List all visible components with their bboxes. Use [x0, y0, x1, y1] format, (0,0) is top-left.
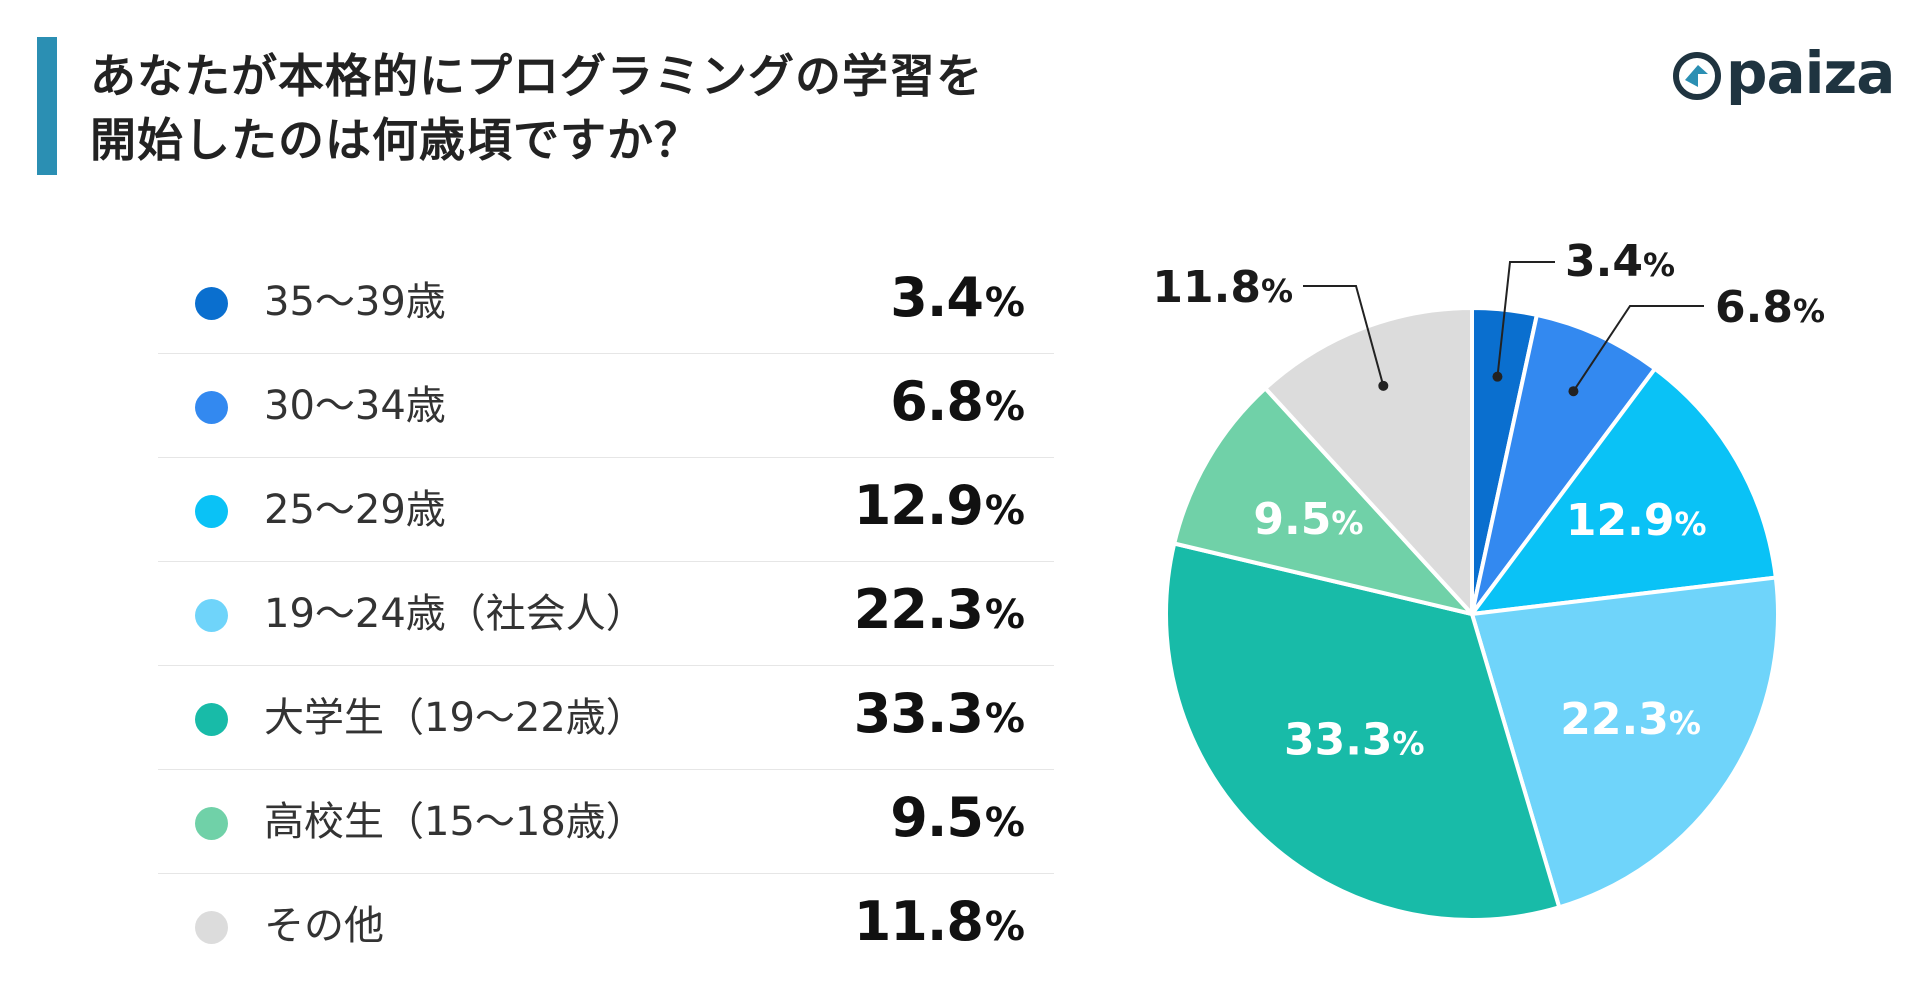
title-accent-bar: [37, 37, 57, 175]
title-line-1: あなたが本格的にプログラミングの学習を: [90, 49, 983, 103]
pie-slice-label-value: 33.3: [1284, 715, 1393, 766]
legend-label: 30～34歳: [264, 383, 446, 429]
pie-slice-label-value: 22.3: [1560, 694, 1669, 745]
pie-slice: [1164, 541, 1562, 923]
legend: 35～39歳 3.4% 30～34歳 6.8% 25～29歳 12.9% 19～24歳（社会…: [158, 250, 1054, 977]
pie-slice-label: 11.8%: [1152, 262, 1293, 313]
leader-line: [1572, 305, 1704, 392]
pie-slice-label-unit: %: [1331, 504, 1363, 542]
pie-slice: [1470, 575, 1780, 910]
pie-slice-label: 12.9%: [1566, 495, 1707, 546]
pie-slice-label-value: 9.5: [1253, 494, 1331, 545]
pie-slices: [1164, 306, 1780, 923]
legend-value-unit: %: [984, 696, 1025, 742]
legend-value: 3.4%: [890, 266, 1025, 335]
pie-slice-label-unit: %: [1669, 704, 1701, 742]
legend-swatch: [195, 287, 228, 320]
title-line-2: 開始したのは何歳頃ですか？: [90, 113, 701, 167]
legend-swatch: [195, 703, 228, 736]
legend-value: 33.3%: [853, 682, 1025, 751]
legend-label: その他: [264, 903, 384, 949]
legend-swatch: [195, 807, 228, 840]
legend-value-unit: %: [984, 384, 1025, 430]
legend-value-unit: %: [984, 904, 1025, 950]
legend-item: 35～39歳 3.4%: [158, 250, 1054, 354]
legend-value-unit: %: [984, 800, 1025, 846]
pie-slice-label: 9.5%: [1253, 494, 1363, 545]
legend-item: その他 11.8%: [158, 874, 1054, 977]
pie-slice: [1470, 312, 1657, 616]
legend-item: 19～24歳（社会人） 22.3%: [158, 562, 1054, 666]
legend-value-unit: %: [984, 592, 1025, 638]
legend-value: 6.8%: [890, 370, 1025, 439]
legend-value-unit: %: [984, 280, 1025, 326]
pie-slice: [1263, 306, 1474, 616]
pie-slice-label-unit: %: [1261, 272, 1293, 310]
legend-value-number: 12.9: [853, 474, 984, 537]
pie-slice-label-unit: %: [1643, 246, 1675, 284]
legend-value-number: 11.8: [853, 890, 984, 953]
legend-value: 9.5%: [890, 786, 1025, 855]
legend-label: 大学生（19～22歳）: [264, 695, 646, 741]
legend-label: 高校生（15～18歳）: [264, 799, 646, 845]
legend-swatch: [195, 391, 228, 424]
legend-value-number: 3.4: [890, 266, 984, 329]
pie-slice-label-unit: %: [1674, 505, 1706, 543]
leader-line: [1496, 261, 1555, 377]
legend-label: 35～39歳: [264, 279, 446, 325]
pie-slice-label: 33.3%: [1284, 715, 1425, 766]
pie-slice-label-value: 3.4: [1565, 236, 1643, 287]
page-title: あなたが本格的にプログラミングの学習を 開始したのは何歳頃ですか？: [90, 44, 983, 172]
legend-value-unit: %: [984, 488, 1025, 534]
leader-line: [1303, 285, 1385, 387]
legend-item: 25～29歳 12.9%: [158, 458, 1054, 562]
paiza-logo-icon: [1673, 52, 1721, 100]
pie-slice-label-unit: %: [1393, 725, 1425, 763]
legend-item: 30～34歳 6.8%: [158, 354, 1054, 458]
legend-value: 22.3%: [853, 578, 1025, 647]
legend-value: 11.8%: [853, 890, 1025, 959]
pie-slice-label-value: 6.8: [1715, 282, 1793, 333]
legend-value: 12.9%: [853, 474, 1025, 543]
legend-swatch: [195, 911, 228, 944]
pie-slice-label-value: 11.8: [1152, 262, 1261, 313]
pie-slice-label: 22.3%: [1560, 694, 1701, 745]
pie-slice-label: 6.8%: [1715, 282, 1825, 333]
paiza-logo: paiza: [1672, 38, 1895, 108]
pie-labels: 3.4%6.8%12.9%22.3%33.3%9.5%11.8%: [1152, 236, 1825, 766]
legend-swatch: [195, 599, 228, 632]
legend-item: 大学生（19～22歳） 33.3%: [158, 666, 1054, 770]
logo-text: paiza: [1726, 39, 1895, 107]
pie-slice-label-value: 12.9: [1566, 495, 1675, 546]
legend-item: 高校生（15～18歳） 9.5%: [158, 770, 1054, 874]
legend-swatch: [195, 495, 228, 528]
legend-value-number: 33.3: [853, 682, 984, 745]
pie-slice: [1470, 366, 1778, 616]
pie-slice: [1172, 386, 1474, 616]
pie-slice-label: 3.4%: [1565, 236, 1675, 287]
legend-value-number: 9.5: [890, 786, 984, 849]
legend-value-number: 22.3: [853, 578, 984, 641]
legend-label: 19～24歳（社会人）: [264, 591, 646, 637]
pie-slice-label-unit: %: [1793, 292, 1825, 330]
legend-label: 25～29歳: [264, 487, 446, 533]
legend-value-number: 6.8: [890, 370, 984, 433]
